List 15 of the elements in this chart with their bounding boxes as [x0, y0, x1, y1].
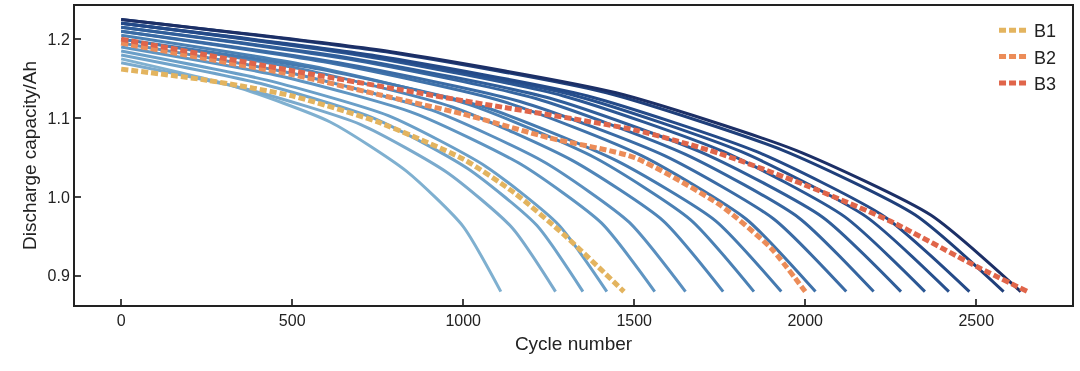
x-tick-label: 2500 [958, 312, 995, 330]
legend-label: B2 [1034, 47, 1057, 68]
legend-label: B1 [1034, 21, 1057, 42]
y-axis-title: Discharge capacity/Ah [18, 60, 40, 251]
x-tick-label: 2000 [787, 312, 824, 330]
x-tick-label: 500 [278, 312, 306, 330]
y-tick-label: 0.9 [47, 267, 70, 285]
y-tick-label: 1.0 [47, 188, 70, 206]
x-tick-label: 0 [116, 312, 126, 330]
legend-label: B3 [1034, 74, 1057, 94]
x-axis-title: Cycle number [514, 332, 633, 354]
x-tick-label: 1500 [616, 312, 653, 330]
y-tick-label: 1.1 [47, 109, 70, 127]
x-tick-label: 1000 [445, 312, 482, 330]
y-tick-label: 1.2 [47, 30, 70, 48]
